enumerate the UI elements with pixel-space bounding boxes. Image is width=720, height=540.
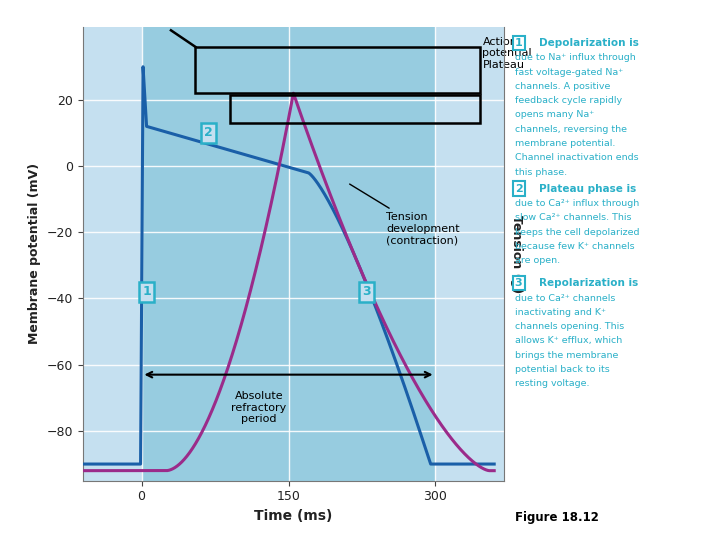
Text: inactivating and K⁺: inactivating and K⁺: [515, 308, 606, 317]
Text: Tension
development
(contraction): Tension development (contraction): [350, 184, 460, 246]
Text: channels opening. This: channels opening. This: [515, 322, 624, 331]
Text: channels, reversing the: channels, reversing the: [515, 125, 627, 134]
Text: Absolute
refractory
period: Absolute refractory period: [232, 391, 287, 424]
Text: 3: 3: [515, 278, 523, 288]
Text: Plateau phase is: Plateau phase is: [539, 184, 636, 194]
Text: Repolarization is: Repolarization is: [539, 278, 638, 288]
Text: membrane potential.: membrane potential.: [515, 139, 615, 148]
Text: 1: 1: [515, 38, 523, 48]
Text: keeps the cell depolarized: keeps the cell depolarized: [515, 228, 639, 237]
Text: channels. A positive: channels. A positive: [515, 82, 610, 91]
Text: Figure 18.12: Figure 18.12: [515, 511, 598, 524]
Text: due to Na⁺ influx through: due to Na⁺ influx through: [515, 53, 636, 62]
Text: due to Ca²⁺ channels: due to Ca²⁺ channels: [515, 294, 615, 302]
Text: slow Ca²⁺ channels. This: slow Ca²⁺ channels. This: [515, 213, 631, 222]
Text: feedback cycle rapidly: feedback cycle rapidly: [515, 96, 622, 105]
Text: 2: 2: [204, 126, 212, 139]
Text: this phase.: this phase.: [515, 168, 567, 177]
Text: fast voltage-gated Na⁺: fast voltage-gated Na⁺: [515, 68, 623, 77]
Text: 2: 2: [515, 184, 523, 194]
Bar: [142, 27, 436, 481]
Y-axis label: Membrane potential (mV): Membrane potential (mV): [28, 163, 41, 345]
Y-axis label: Tension (g): Tension (g): [510, 215, 523, 293]
Bar: [230, 95, 480, 123]
Text: opens many Na⁺: opens many Na⁺: [515, 111, 594, 119]
Text: 1: 1: [142, 285, 151, 299]
Text: are open.: are open.: [515, 256, 560, 265]
Text: due to Ca²⁺ influx through: due to Ca²⁺ influx through: [515, 199, 639, 208]
Text: Channel inactivation ends: Channel inactivation ends: [515, 153, 639, 163]
Text: Depolarization is: Depolarization is: [539, 38, 639, 48]
Text: because few K⁺ channels: because few K⁺ channels: [515, 242, 634, 251]
Text: allows K⁺ efflux, which: allows K⁺ efflux, which: [515, 336, 622, 346]
Text: Action
potential
Plateau: Action potential Plateau: [482, 37, 532, 70]
X-axis label: Time (ms): Time (ms): [254, 509, 333, 523]
Text: potential back to its: potential back to its: [515, 365, 610, 374]
Text: 3: 3: [363, 285, 372, 299]
Text: brings the membrane: brings the membrane: [515, 351, 618, 360]
Bar: [195, 47, 480, 93]
Text: resting voltage.: resting voltage.: [515, 380, 589, 388]
